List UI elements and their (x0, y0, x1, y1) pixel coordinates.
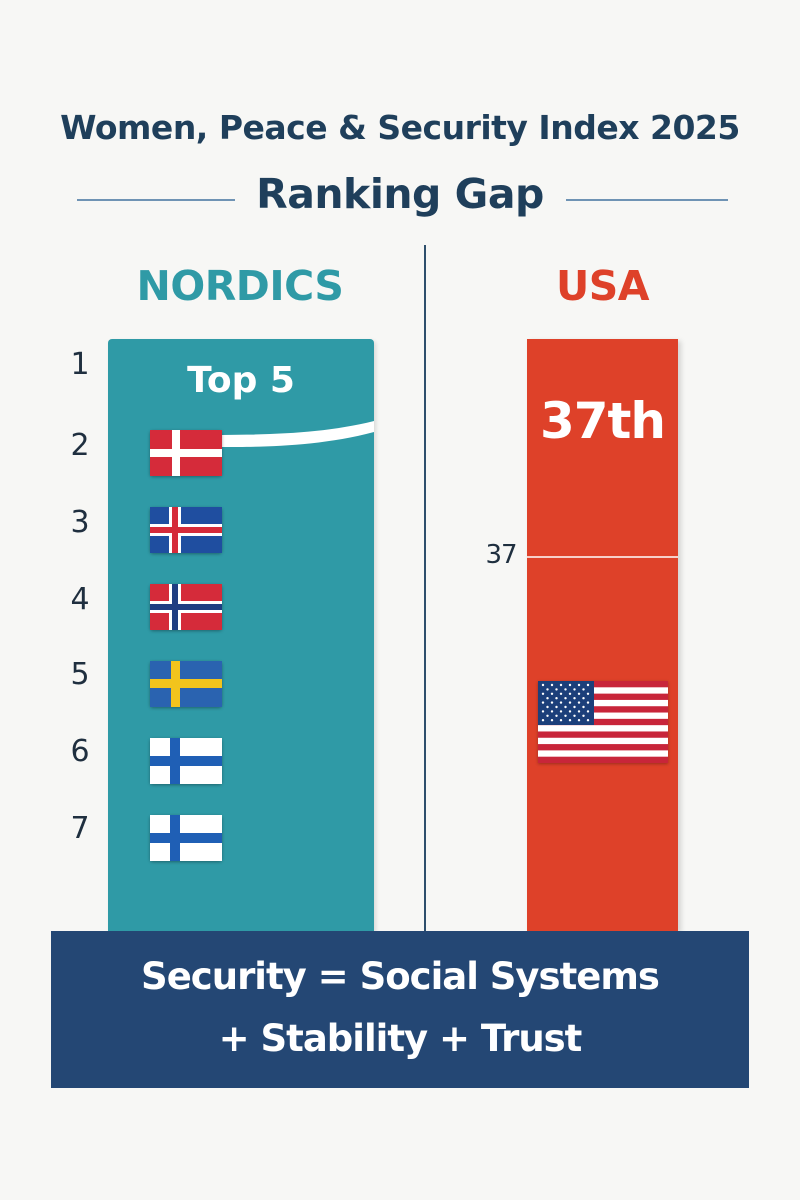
banner-line-1: Security = Social Systems (141, 955, 660, 998)
usa-flag-icon (538, 681, 668, 763)
norway-flag-icon (150, 584, 222, 630)
iceland-flag-icon (150, 507, 222, 553)
usa-heading: USA (555, 262, 650, 310)
sweden-flag-icon (150, 661, 222, 707)
rank-number: 2 (70, 428, 90, 463)
denmark-flag-icon (150, 430, 222, 476)
finland-flag-icon (150, 815, 222, 861)
page-title: Women, Peace & Security Index 2025 (60, 108, 740, 147)
top5-label: Top 5 (187, 360, 295, 401)
banner-line-2: + Stability + Trust (218, 1017, 583, 1060)
usa-rank-marker-line (527, 556, 678, 558)
finland-flag-icon (150, 738, 222, 784)
page-subtitle: Ranking Gap (256, 170, 544, 218)
rank-number: 7 (70, 811, 90, 846)
summary-banner (51, 931, 749, 1088)
rank-number: 4 (70, 582, 90, 617)
nordics-bar (108, 339, 374, 931)
rank-number: 5 (70, 657, 90, 692)
rank-number: 3 (70, 505, 90, 540)
title-rule-left (77, 199, 235, 201)
nordics-heading: NORDICS (136, 262, 344, 310)
usa-rank-marker-label: 37 (485, 540, 517, 570)
usa-bar (527, 339, 678, 931)
rank-number: 1 (70, 347, 90, 382)
center-divider (424, 245, 426, 935)
usa-rank-label: 37th (539, 392, 666, 450)
rank-number: 6 (70, 734, 90, 769)
title-rule-right (566, 199, 728, 201)
wave-decoration (188, 421, 374, 459)
